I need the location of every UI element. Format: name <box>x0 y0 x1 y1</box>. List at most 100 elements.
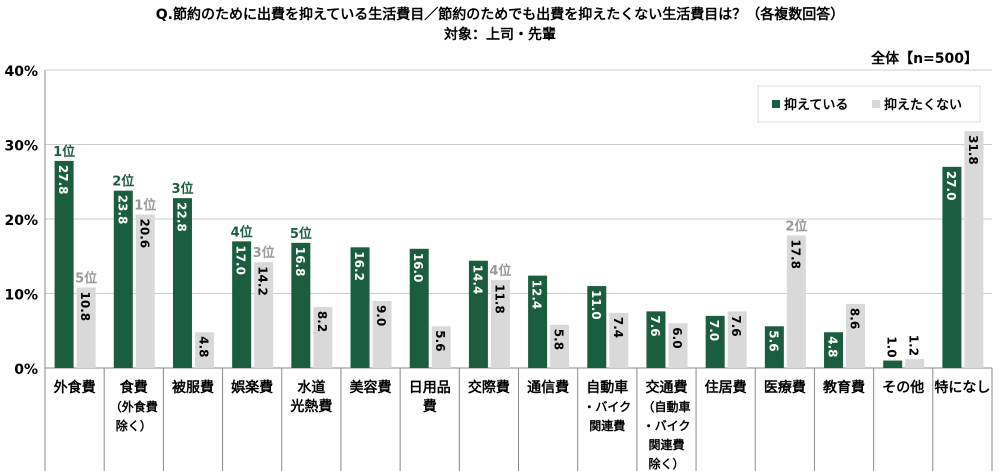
rank-label: 5位 <box>75 271 97 287</box>
data-label: 17.0 <box>234 245 248 275</box>
data-label: 8.2 <box>315 311 329 332</box>
data-label: 31.8 <box>966 135 980 165</box>
rank-label: 4位 <box>489 263 511 279</box>
bar-not-restraining <box>609 312 629 368</box>
data-label: 8.6 <box>848 308 862 329</box>
data-label: 7.6 <box>648 315 662 336</box>
x-tick-label: 関連費 <box>589 418 625 433</box>
bar-restraining <box>468 260 488 368</box>
data-label: 16.8 <box>293 247 307 277</box>
bar-not-restraining <box>786 235 806 368</box>
data-label: 20.6 <box>137 219 151 249</box>
chart-subtitle: 対象：上司・先輩 <box>444 27 556 43</box>
chart-title: Q.節約のために出費を抑えている生活費目／節約のためでも出費を抑えたくない生活費… <box>155 7 845 23</box>
bar-not-restraining <box>550 324 570 368</box>
x-tick-label: ・バイク <box>643 419 691 433</box>
rank-label: 2位 <box>112 174 134 190</box>
data-label: 27.8 <box>56 165 70 195</box>
data-label: 5.8 <box>552 329 566 350</box>
bar-not-restraining <box>431 326 451 368</box>
bar-restraining <box>942 166 962 368</box>
x-tick-label: 特になし <box>934 379 990 396</box>
rank-label: 3位 <box>171 181 193 197</box>
bar-restraining <box>646 311 666 368</box>
bar-restraining <box>54 160 74 368</box>
data-label: 5.6 <box>766 330 780 351</box>
data-label: 1.0 <box>885 336 899 357</box>
y-tick-label: 20% <box>4 213 38 229</box>
x-tick-label: 娯楽費 <box>231 379 273 396</box>
bar-restraining <box>232 241 252 368</box>
bar-not-restraining <box>76 287 96 368</box>
bar-not-restraining <box>727 311 747 368</box>
data-label: 1.2 <box>907 335 921 356</box>
y-tick-label: 10% <box>4 288 38 304</box>
x-tick-label: その他 <box>882 379 924 396</box>
x-tick-label: 交際費 <box>468 379 510 396</box>
x-tick-label: 通信費 <box>527 379 569 396</box>
legend-label: 抑えたくない <box>884 97 962 113</box>
data-label: 14.4 <box>470 265 484 295</box>
rank-label: 4位 <box>231 224 253 240</box>
rank-label: 1位 <box>134 198 156 214</box>
data-label: 12.4 <box>530 280 544 310</box>
x-tick-label: 食費 <box>120 379 148 396</box>
data-label: 17.8 <box>788 239 802 269</box>
bar-restraining <box>764 326 784 368</box>
bar-restraining <box>113 190 133 368</box>
x-tick-label: 関連費 <box>648 437 684 452</box>
bar-not-restraining <box>905 359 925 368</box>
bar-restraining <box>291 242 311 368</box>
x-tick-label: 住居費 <box>705 379 747 396</box>
bar-restraining <box>172 198 192 368</box>
data-label: 9.0 <box>374 305 388 326</box>
data-label: 5.6 <box>433 330 447 351</box>
bar-restraining <box>587 286 607 368</box>
data-label: 7.4 <box>611 317 625 338</box>
data-label: 4.8 <box>196 336 210 357</box>
x-tick-label: 被服費 <box>172 379 214 396</box>
x-tick-label: 交通費 <box>645 379 687 396</box>
x-tick-label: 水道 <box>297 379 325 396</box>
legend-swatch <box>872 100 880 108</box>
bar-not-restraining <box>490 280 510 368</box>
x-tick-label: 自動車 <box>586 379 628 396</box>
data-label: 10.8 <box>78 292 92 322</box>
bar-not-restraining <box>372 300 392 368</box>
bar-not-restraining <box>194 332 214 368</box>
bar-restraining <box>883 360 903 368</box>
legend-label: 抑えている <box>784 97 848 113</box>
data-label: 23.8 <box>115 195 129 225</box>
rank-label: 3位 <box>253 245 275 261</box>
bar-restraining <box>350 247 370 368</box>
bar-not-restraining <box>135 214 155 368</box>
bar-not-restraining <box>313 306 333 368</box>
x-tick-label: 医療費 <box>764 379 806 396</box>
data-label: 7.6 <box>729 315 743 336</box>
y-tick-label: 40% <box>4 64 38 80</box>
bar-restraining <box>528 275 548 368</box>
bar-restraining <box>824 332 844 368</box>
sample-size: 全体【n=500】 <box>871 51 978 67</box>
x-tick-label: 費 <box>423 398 437 415</box>
legend-box <box>757 85 981 123</box>
rank-label: 5位 <box>290 226 312 242</box>
bar-not-restraining <box>254 262 274 368</box>
data-label: 22.8 <box>174 202 188 232</box>
x-tick-label: 日用品 <box>409 380 451 396</box>
x-tick-label: 除く） <box>648 456 684 471</box>
x-tick-label: ・バイク <box>583 400 631 414</box>
x-tick-label: 光熱費 <box>289 398 332 415</box>
data-label: 11.0 <box>589 290 603 320</box>
x-tick-label: 外食費 <box>54 379 96 396</box>
x-tick-label: （外食費 <box>110 399 158 414</box>
y-tick-label: 30% <box>4 139 38 155</box>
data-label: 27.0 <box>944 171 958 201</box>
bar-not-restraining <box>964 131 984 368</box>
data-label: 11.8 <box>492 284 506 314</box>
data-label: 4.8 <box>826 336 840 357</box>
data-label: 7.0 <box>707 320 721 341</box>
bar-restraining <box>409 248 429 368</box>
rank-label: 2位 <box>785 218 807 234</box>
